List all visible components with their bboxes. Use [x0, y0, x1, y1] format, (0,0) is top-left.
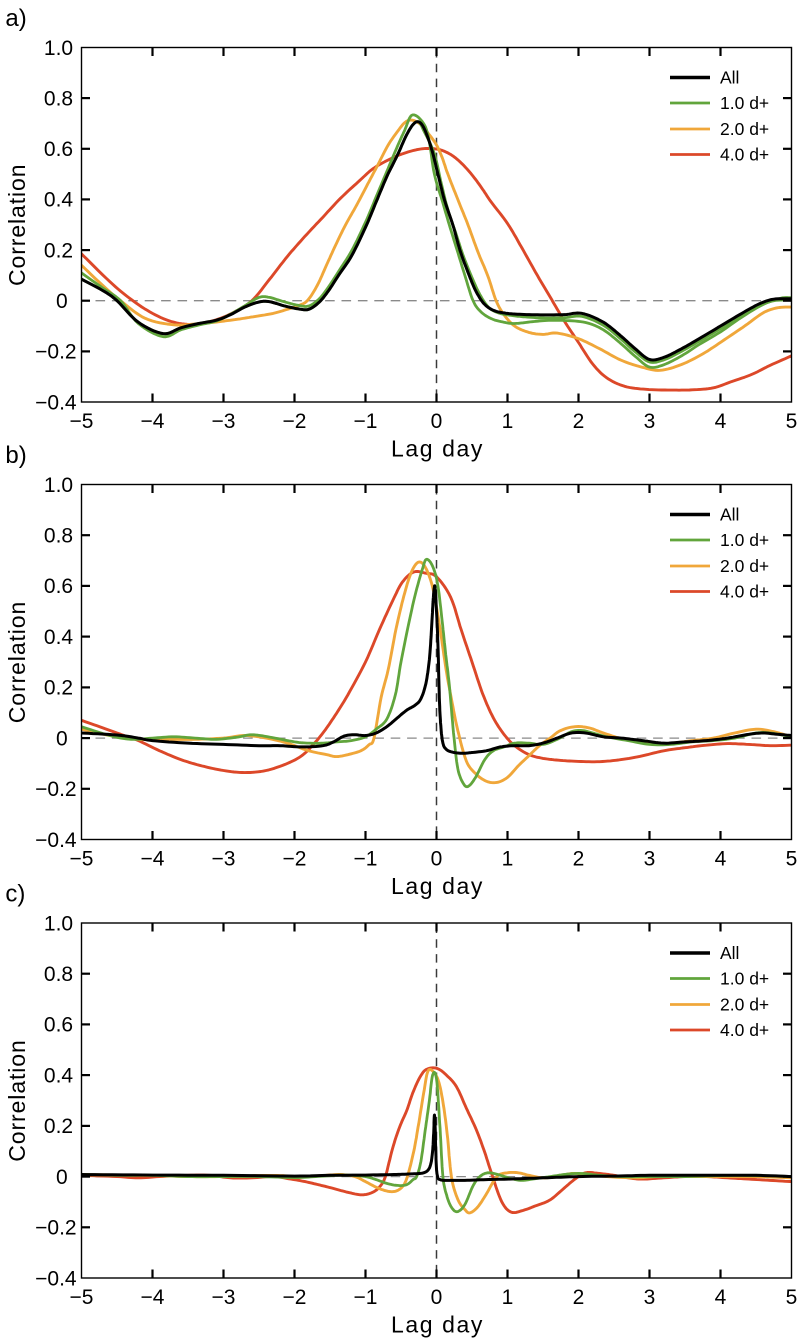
svg-text:4.0 d+: 4.0 d+: [720, 145, 769, 165]
svg-text:−0.4: −0.4: [35, 1267, 77, 1290]
svg-text:0.2: 0.2: [44, 1115, 73, 1138]
svg-text:2: 2: [573, 848, 585, 871]
svg-text:−0.2: −0.2: [35, 341, 76, 364]
svg-text:0.6: 0.6: [44, 575, 73, 598]
svg-text:0: 0: [431, 410, 443, 433]
svg-text:Lag day: Lag day: [391, 873, 484, 899]
svg-text:c): c): [5, 881, 25, 908]
svg-text:2.0 d+: 2.0 d+: [720, 556, 769, 576]
svg-text:1: 1: [502, 848, 514, 871]
svg-text:5: 5: [786, 1286, 798, 1309]
svg-text:−3: −3: [212, 1286, 236, 1309]
svg-text:3: 3: [644, 1286, 656, 1309]
svg-text:2.0 d+: 2.0 d+: [720, 995, 769, 1015]
svg-text:−0.2: −0.2: [35, 1217, 76, 1240]
svg-text:0.2: 0.2: [44, 677, 73, 700]
svg-text:4.0 d+: 4.0 d+: [720, 1020, 769, 1040]
svg-text:1.0: 1.0: [44, 37, 73, 60]
svg-text:All: All: [720, 68, 739, 88]
svg-text:−0.4: −0.4: [35, 391, 77, 414]
svg-text:−1: −1: [354, 848, 378, 871]
svg-text:−4: −4: [141, 848, 165, 871]
svg-text:0.6: 0.6: [44, 138, 73, 161]
svg-text:−1: −1: [354, 1286, 378, 1309]
svg-text:4: 4: [715, 848, 727, 871]
svg-text:4: 4: [715, 410, 727, 433]
svg-text:Correlation: Correlation: [4, 1039, 30, 1161]
svg-text:−5: −5: [70, 410, 94, 433]
svg-text:−2: −2: [283, 1286, 307, 1309]
svg-text:2.0 d+: 2.0 d+: [720, 119, 769, 139]
svg-text:−3: −3: [212, 848, 236, 871]
svg-text:−4: −4: [141, 410, 165, 433]
svg-text:1.0 d+: 1.0 d+: [720, 93, 769, 113]
svg-text:1.0 d+: 1.0 d+: [720, 530, 769, 550]
svg-text:All: All: [720, 505, 739, 525]
svg-text:−2: −2: [283, 848, 307, 871]
svg-text:−2: −2: [283, 410, 307, 433]
svg-text:0.8: 0.8: [44, 87, 73, 110]
svg-text:4.0 d+: 4.0 d+: [720, 582, 769, 602]
svg-text:5: 5: [786, 848, 798, 871]
svg-text:0.6: 0.6: [44, 1014, 73, 1037]
svg-text:−4: −4: [141, 1286, 165, 1309]
svg-text:1.0 d+: 1.0 d+: [720, 969, 769, 989]
svg-text:0: 0: [431, 1286, 443, 1309]
svg-text:0.2: 0.2: [44, 239, 73, 262]
svg-text:−0.4: −0.4: [35, 829, 77, 852]
svg-text:a): a): [5, 5, 26, 32]
svg-text:0.4: 0.4: [44, 189, 74, 212]
svg-text:0: 0: [431, 848, 443, 871]
svg-text:0: 0: [56, 1166, 68, 1189]
svg-text:−0.2: −0.2: [35, 778, 76, 801]
svg-text:1.0: 1.0: [44, 474, 73, 497]
svg-text:0.8: 0.8: [44, 525, 73, 548]
svg-text:b): b): [5, 442, 26, 469]
svg-text:−5: −5: [70, 848, 94, 871]
svg-text:3: 3: [644, 848, 656, 871]
svg-text:Correlation: Correlation: [4, 601, 30, 723]
svg-text:All: All: [720, 943, 739, 963]
svg-text:1: 1: [502, 1286, 514, 1309]
svg-text:3: 3: [644, 410, 656, 433]
svg-text:2: 2: [573, 410, 585, 433]
svg-text:Correlation: Correlation: [4, 164, 30, 286]
svg-text:4: 4: [715, 1286, 727, 1309]
svg-text:−3: −3: [212, 410, 236, 433]
svg-text:1.0: 1.0: [44, 912, 73, 935]
svg-text:Lag day: Lag day: [391, 435, 484, 461]
svg-text:0: 0: [56, 727, 68, 750]
svg-text:−5: −5: [70, 1286, 94, 1309]
svg-text:0.8: 0.8: [44, 963, 73, 986]
svg-text:Lag day: Lag day: [391, 1311, 484, 1337]
svg-text:−1: −1: [354, 410, 378, 433]
svg-text:0.4: 0.4: [44, 626, 74, 649]
svg-text:0: 0: [56, 290, 68, 313]
svg-text:1: 1: [502, 410, 514, 433]
svg-text:0.4: 0.4: [44, 1064, 74, 1087]
svg-text:2: 2: [573, 1286, 585, 1309]
svg-text:5: 5: [786, 410, 798, 433]
